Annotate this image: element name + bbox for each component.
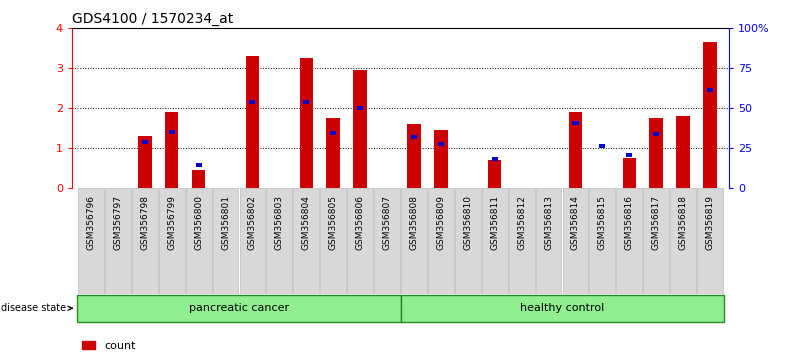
Bar [327, 118, 340, 188]
Bar [142, 140, 148, 144]
Bar [626, 153, 632, 157]
Bar [703, 42, 717, 188]
Text: GSM356819: GSM356819 [706, 195, 714, 250]
Text: healthy control: healthy control [520, 303, 604, 313]
FancyBboxPatch shape [159, 188, 184, 294]
Bar [249, 100, 256, 104]
Text: GSM356813: GSM356813 [544, 195, 553, 250]
FancyBboxPatch shape [186, 188, 211, 294]
Bar [676, 116, 690, 188]
Bar [434, 130, 448, 188]
Bar [707, 88, 713, 92]
FancyBboxPatch shape [320, 188, 346, 294]
Bar [569, 112, 582, 188]
Text: pancreatic cancer: pancreatic cancer [189, 303, 289, 313]
FancyBboxPatch shape [267, 188, 292, 294]
FancyBboxPatch shape [643, 188, 669, 294]
Text: GSM356818: GSM356818 [678, 195, 687, 250]
Bar [653, 132, 659, 136]
Bar [353, 70, 367, 188]
Text: GSM356816: GSM356816 [625, 195, 634, 250]
FancyBboxPatch shape [670, 188, 696, 294]
Text: GSM356804: GSM356804 [302, 195, 311, 250]
Text: GSM356798: GSM356798 [140, 195, 149, 250]
Text: GSM356803: GSM356803 [275, 195, 284, 250]
Text: GSM356808: GSM356808 [409, 195, 418, 250]
Text: GSM356802: GSM356802 [248, 195, 257, 250]
Bar [492, 157, 497, 161]
Text: GSM356796: GSM356796 [87, 195, 95, 250]
FancyBboxPatch shape [400, 295, 723, 322]
Text: GSM356817: GSM356817 [652, 195, 661, 250]
Legend: count, percentile rank within the sample: count, percentile rank within the sample [78, 337, 296, 354]
Text: GSM356812: GSM356812 [517, 195, 526, 250]
Bar [138, 136, 151, 188]
FancyBboxPatch shape [78, 188, 104, 294]
FancyBboxPatch shape [132, 188, 158, 294]
FancyBboxPatch shape [428, 188, 454, 294]
FancyBboxPatch shape [590, 188, 615, 294]
Bar [411, 135, 417, 139]
FancyBboxPatch shape [697, 188, 723, 294]
Text: GDS4100 / 1570234_at: GDS4100 / 1570234_at [72, 12, 233, 26]
Text: GSM356810: GSM356810 [463, 195, 473, 250]
FancyBboxPatch shape [212, 188, 239, 294]
FancyBboxPatch shape [293, 188, 320, 294]
FancyBboxPatch shape [455, 188, 481, 294]
Text: GSM356801: GSM356801 [221, 195, 230, 250]
Bar [195, 162, 202, 166]
FancyBboxPatch shape [78, 295, 400, 322]
Bar [300, 58, 313, 188]
FancyBboxPatch shape [374, 188, 400, 294]
Bar [488, 160, 501, 188]
Bar [304, 100, 309, 104]
Bar [407, 124, 421, 188]
Text: disease state: disease state [2, 303, 72, 313]
FancyBboxPatch shape [347, 188, 373, 294]
Text: GSM356805: GSM356805 [328, 195, 338, 250]
FancyBboxPatch shape [617, 188, 642, 294]
Bar [599, 144, 606, 148]
FancyBboxPatch shape [536, 188, 562, 294]
Text: GSM356797: GSM356797 [114, 195, 123, 250]
FancyBboxPatch shape [562, 188, 589, 294]
Bar [357, 106, 363, 110]
FancyBboxPatch shape [401, 188, 427, 294]
Text: GSM356800: GSM356800 [194, 195, 203, 250]
Bar [573, 121, 578, 125]
Bar [165, 112, 179, 188]
Text: GSM356799: GSM356799 [167, 195, 176, 250]
Bar [192, 170, 205, 188]
Bar [246, 56, 260, 188]
Bar [622, 158, 636, 188]
Text: GSM356806: GSM356806 [356, 195, 364, 250]
Bar [650, 118, 663, 188]
Text: GSM356807: GSM356807 [383, 195, 392, 250]
Text: GSM356809: GSM356809 [437, 195, 445, 250]
Text: GSM356811: GSM356811 [490, 195, 499, 250]
Bar [169, 130, 175, 134]
Bar [438, 142, 444, 146]
FancyBboxPatch shape [105, 188, 131, 294]
Bar [330, 131, 336, 135]
FancyBboxPatch shape [239, 188, 265, 294]
Text: GSM356814: GSM356814 [571, 195, 580, 250]
Text: GSM356815: GSM356815 [598, 195, 607, 250]
FancyBboxPatch shape [481, 188, 508, 294]
FancyBboxPatch shape [509, 188, 534, 294]
